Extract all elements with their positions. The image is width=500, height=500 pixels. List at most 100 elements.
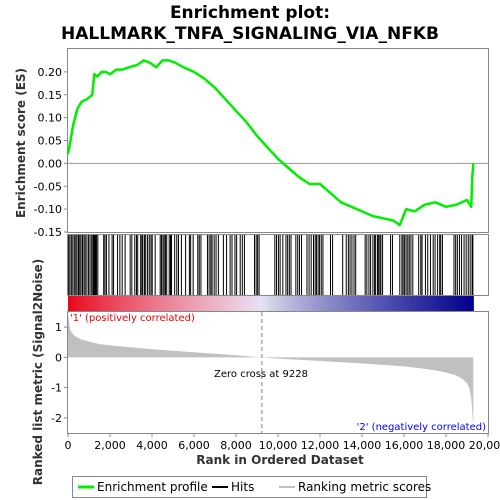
color-bar-segment [296,296,301,311]
color-bar-segment [151,296,156,311]
color-bar-segment [233,296,237,311]
legend-box [72,476,427,498]
color-bar-segment [102,296,107,311]
zero-cross-label: Zero cross at 9228 [214,369,308,380]
color-bar-segment [299,296,304,311]
color-bar-segment [154,296,159,311]
color-bar-segment [82,296,86,311]
color-bar-segment [285,296,289,311]
color-bar-segment [99,296,104,311]
es-y-tick-label: -0.05 [34,180,62,193]
color-bar-segment [308,296,312,311]
color-bar-segment [305,296,309,311]
color-bar-segment [386,296,390,311]
color-bar-segment [264,296,269,311]
color-bar-segment [288,296,292,311]
color-bar-segment [212,296,217,311]
color-bar-segment [183,296,188,311]
color-bar-segment [351,296,356,311]
color-bar-segment [178,296,182,311]
chart-title-line1: Enrichment plot: [170,3,330,23]
color-bar-segment [189,296,194,311]
es-y-tick-label: 0.05 [38,135,63,148]
color-bar-segment [137,296,141,311]
color-bar-segment [186,296,191,311]
color-bar-segment [432,296,437,311]
color-bar-segment [314,296,318,311]
color-bar-segment [273,296,278,311]
color-bar-segment [175,296,179,311]
ranked-list-color-bar [68,296,474,311]
color-bar-segment [68,296,72,311]
color-bar-segment [230,296,234,311]
color-bar-segment [444,296,448,311]
color-bar-segment [160,296,165,311]
color-bar-segment [470,296,474,311]
metric-y-axis-title: Ranked list metric (Signal2Noise) [31,259,45,486]
color-bar-segment [114,296,118,311]
color-bar-segment [435,296,440,311]
color-bar-segment [357,296,361,311]
color-bar-segment [244,296,249,311]
x-axis-title: Rank in Ordered Dataset [196,453,364,467]
es-y-tick-label: 0.00 [38,157,63,170]
color-bar-segment [227,296,231,311]
color-bar-segment [125,296,130,311]
es-y-tick-label: -0.15 [34,226,62,239]
color-bar-segment [261,296,266,311]
color-bar-segment [111,296,115,311]
metric-y-tick-label: 1 [55,321,62,334]
color-bar-segment [369,296,373,311]
es-y-tick-label: 0.10 [38,112,63,125]
es-y-tick-label: 0.15 [38,89,63,102]
color-bar-segment [70,296,75,311]
color-bar-segment [79,296,84,311]
enrichment-profile-line [66,59,475,227]
color-bar-segment [276,296,280,311]
color-bar-segment [192,296,196,311]
es-y-tick-label: -0.10 [34,203,62,216]
x-tick-label: 10,000 [259,439,298,452]
color-bar-segment [134,296,139,311]
color-bar-segment [221,296,225,311]
color-bar-segment [204,296,208,311]
color-bar-segment [267,296,272,311]
legend-enrichment-label: Enrichment profile [97,480,208,494]
color-bar-segment [206,296,211,311]
color-bar-segment [383,296,388,311]
x-tick-label: 6,000 [178,439,210,452]
color-bar-segment [424,296,428,311]
color-bar-segment [94,296,98,311]
color-bar-segment [395,296,399,311]
color-bar-segment [311,296,315,311]
negative-correlation-label: '2' (negatively correlated) [357,422,486,433]
color-bar-segment [319,296,324,311]
color-bar-segment [105,296,110,311]
color-bar-segment [91,296,95,311]
color-bar-segment [331,296,335,311]
color-bar-segment [461,296,466,311]
color-bar-segment [166,296,170,311]
color-bar-segment [322,296,327,311]
color-bar-segment [354,296,359,311]
color-bar-segment [380,296,385,311]
legend-ranking-label: Ranking metric scores [298,480,431,494]
color-bar-segment [343,296,347,311]
color-bar-segment [123,296,127,311]
color-bar-segment [302,296,306,311]
metric-y-axis: -2 -1 0 1 [51,321,68,425]
color-bar-segment [293,296,298,311]
color-bar-segment [238,296,243,311]
color-bar-segment [143,296,147,311]
color-bar-segment [418,296,422,311]
x-axis: 0 2,000 4,000 6,000 8,000 10,000 12,000 14,000 1… [65,433,500,452]
x-tick-label: 0 [65,439,72,452]
color-bar-segment [224,296,228,311]
color-bar-segment [458,296,463,311]
color-bar-segment [117,296,121,311]
color-bar-segment [279,296,283,311]
color-bar-segment [406,296,411,311]
color-bar-segment [256,296,260,311]
color-bar-segment [172,296,176,311]
